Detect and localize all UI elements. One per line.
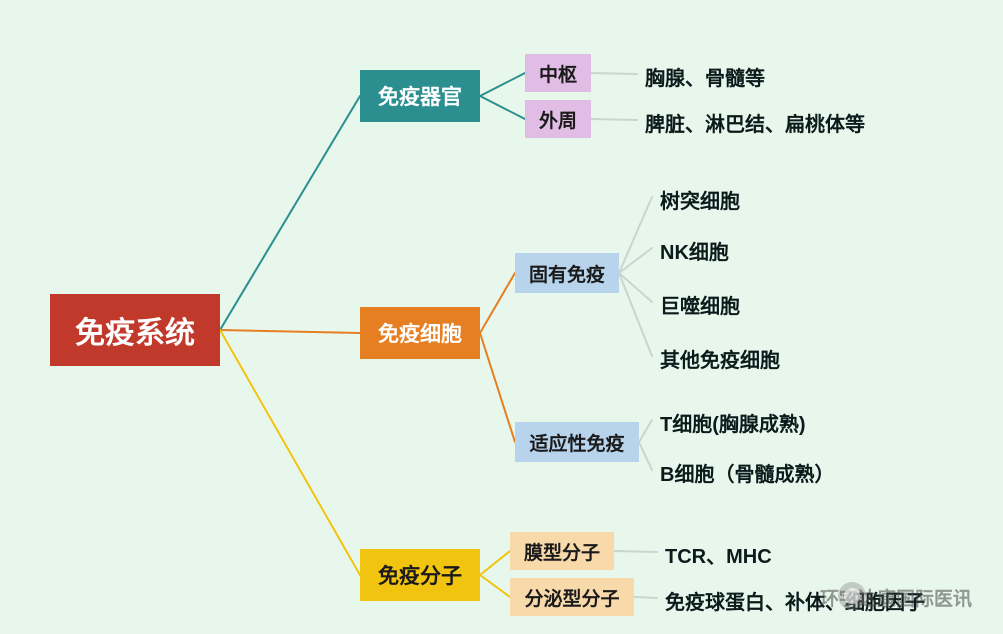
level3-node-innate: 固有免疫 bbox=[515, 253, 619, 293]
level2-node-mol: 免疫分子 bbox=[360, 549, 480, 601]
level3-node-membrane: 膜型分子 bbox=[510, 532, 614, 570]
leaf-item: 树突细胞 bbox=[660, 185, 740, 214]
level2-node-cell: 免疫细胞 bbox=[360, 307, 480, 359]
level2-node-organ: 免疫器官 bbox=[360, 70, 480, 122]
leaf-item: NK细胞 bbox=[660, 236, 729, 265]
leaf-item: B细胞（骨髓成熟） bbox=[660, 458, 834, 487]
leaf-item: T细胞(胸腺成熟) bbox=[660, 408, 806, 437]
watermark-icon bbox=[838, 582, 866, 610]
leaf-item: 巨噬细胞 bbox=[660, 290, 740, 319]
leaf-item: 其他免疫细胞 bbox=[660, 344, 780, 373]
leaf-item: TCR、MHC bbox=[665, 540, 772, 569]
level3-node-secretory: 分泌型分子 bbox=[510, 578, 634, 616]
level3-node-periph: 外周 bbox=[525, 100, 591, 138]
leaf-item: 脾脏、淋巴结、扁桃体等 bbox=[645, 108, 865, 137]
leaf-item: 胸腺、骨髓等 bbox=[645, 62, 765, 91]
level3-node-central: 中枢 bbox=[525, 54, 591, 92]
level3-node-adaptive: 适应性免疫 bbox=[515, 422, 639, 462]
root-node: 免疫系统 bbox=[50, 294, 220, 366]
diagram-canvas: 免疫系统 免疫器官免疫细胞免疫分子 中枢外周固有免疫适应性免疫膜型分子分泌型分子 胸腺… bbox=[0, 0, 1003, 634]
